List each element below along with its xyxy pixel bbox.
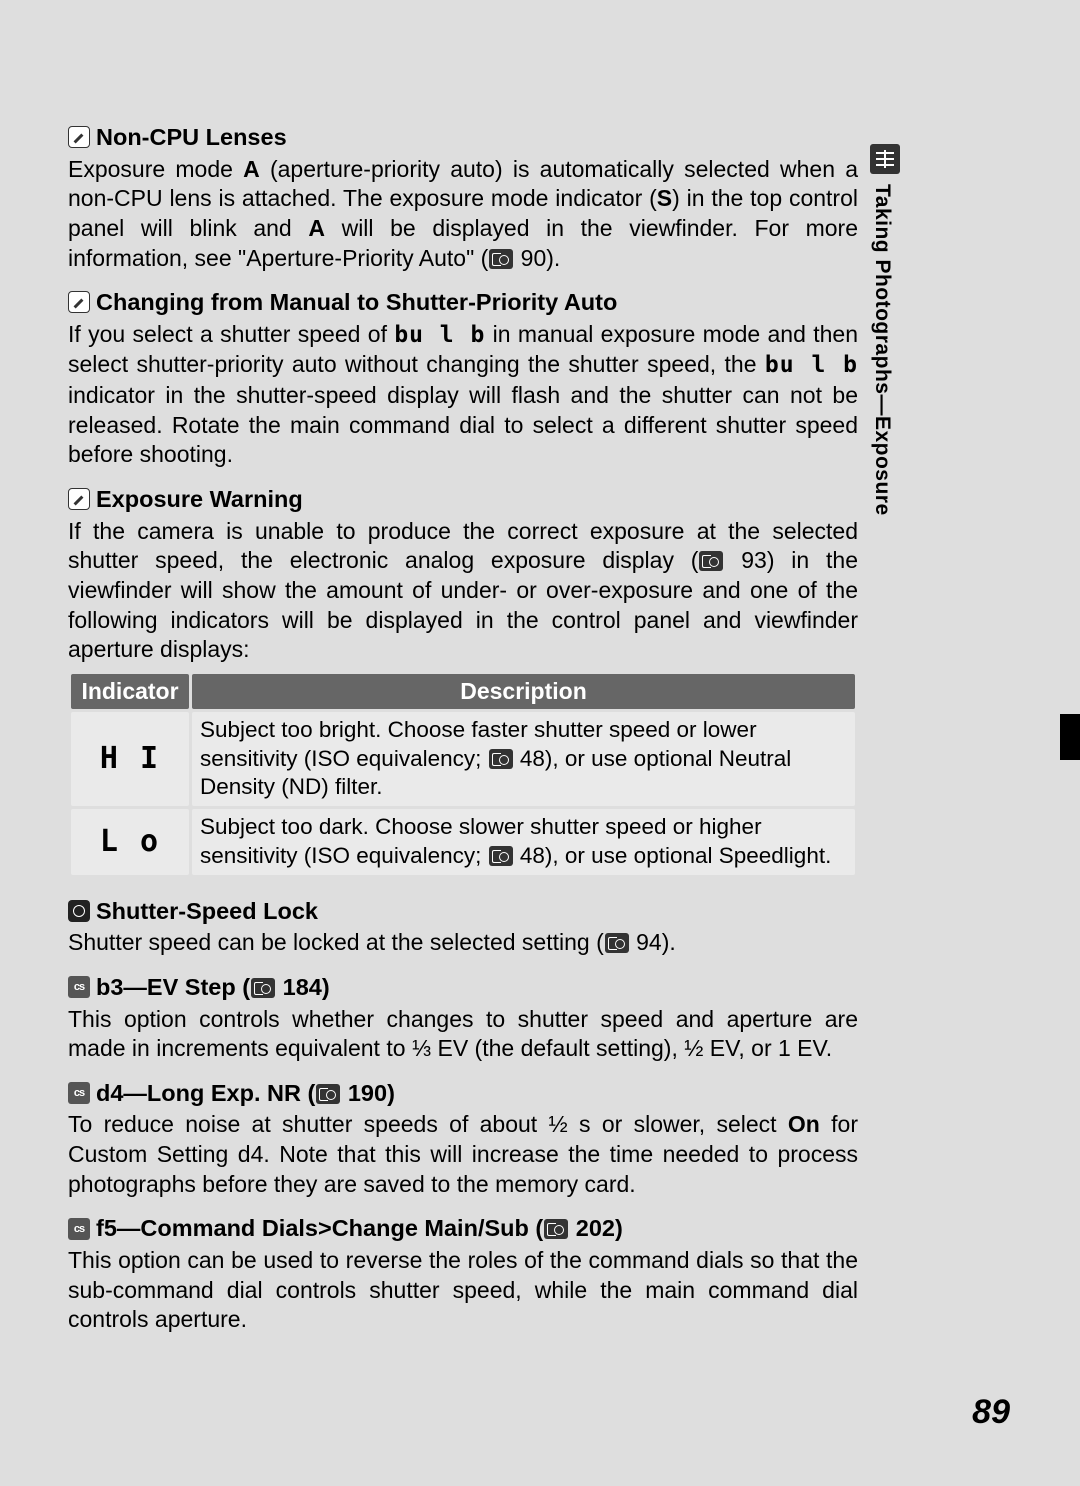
page-number: 89 [972,1393,1010,1432]
csm-icon: cs [68,1082,90,1104]
section-d4-long-exp-nr: cs d4—Long Exp. NR ( 190) To reduce nois… [68,1078,858,1200]
heading: cs b3—EV Step ( 184) [68,972,858,1003]
page-ref-icon [489,749,513,769]
section-b3-ev-step: cs b3—EV Step ( 184) This option control… [68,972,858,1064]
page-ref-icon [489,249,513,269]
heading: Shutter-Speed Lock [68,896,858,927]
heading: Non-CPU Lenses [68,122,858,153]
table-row: L o Subject too dark. Choose slower shut… [71,809,855,875]
heading-text: b3—EV Step ( 184) [96,972,330,1003]
section-non-cpu-lenses: Non-CPU Lenses Exposure mode A (aperture… [68,122,858,273]
heading-text: Shutter-Speed Lock [96,896,318,927]
indicator-cell: H I [71,712,189,806]
section-exposure-warning: Exposure Warning If the camera is unable… [68,484,858,665]
heading-text: Non-CPU Lenses [96,122,287,153]
body-text: If you select a shutter speed of bu l b … [68,320,858,470]
indicator-cell: L o [71,809,189,875]
body-text: To reduce noise at shutter speeds of abo… [68,1110,858,1199]
section-shutter-speed-lock: Shutter-Speed Lock Shutter speed can be … [68,896,858,958]
csm-icon: cs [68,976,90,998]
manual-page: Non-CPU Lenses Exposure mode A (aperture… [0,0,1080,1486]
table-row: H I Subject too bright. Choose faster sh… [71,712,855,806]
section-f5-command-dials: cs f5—Command Dials>Change Main/Sub ( 20… [68,1213,858,1335]
content-column: Non-CPU Lenses Exposure mode A (aperture… [68,122,858,1349]
note-icon [68,291,90,313]
note-icon [68,488,90,510]
heading: Changing from Manual to Shutter-Priority… [68,287,858,318]
exposure-compensation-icon [870,144,900,174]
heading: cs d4—Long Exp. NR ( 190) [68,1078,858,1109]
edge-tab-marker [1060,714,1080,760]
chapter-side-tab: Taking Photographs—Exposure [870,144,908,540]
page-ref-icon [699,551,723,571]
page-ref-icon [544,1219,568,1239]
description-cell: Subject too bright. Choose faster shutte… [192,712,855,806]
chapter-side-label: Taking Photographs—Exposure [870,180,894,540]
body-text: If the camera is unable to produce the c… [68,517,858,665]
note-icon [68,126,90,148]
section-changing: Changing from Manual to Shutter-Priority… [68,287,858,470]
body-text: Exposure mode A (aperture-priority auto)… [68,155,858,274]
heading-text: f5—Command Dials>Change Main/Sub ( 202) [96,1213,623,1244]
table-header-description: Description [192,674,855,709]
indicator-table: Indicator Description H I Subject too br… [68,671,858,878]
csm-icon: cs [68,1218,90,1240]
heading-text: d4—Long Exp. NR ( 190) [96,1078,395,1109]
page-ref-icon [251,978,275,998]
heading: Exposure Warning [68,484,858,515]
page-ref-icon [605,933,629,953]
body-text: This option controls whether changes to … [68,1005,858,1064]
heading-text: Exposure Warning [96,484,303,515]
table-header-indicator: Indicator [71,674,189,709]
page-ref-icon [316,1084,340,1104]
body-text: This option can be used to reverse the r… [68,1246,858,1335]
description-cell: Subject too dark. Choose slower shutter … [192,809,855,875]
body-text: Shutter speed can be locked at the selec… [68,928,858,958]
heading-text: Changing from Manual to Shutter-Priority… [96,287,617,318]
tip-icon [68,900,90,922]
page-ref-icon [489,846,513,866]
heading: cs f5—Command Dials>Change Main/Sub ( 20… [68,1213,858,1244]
